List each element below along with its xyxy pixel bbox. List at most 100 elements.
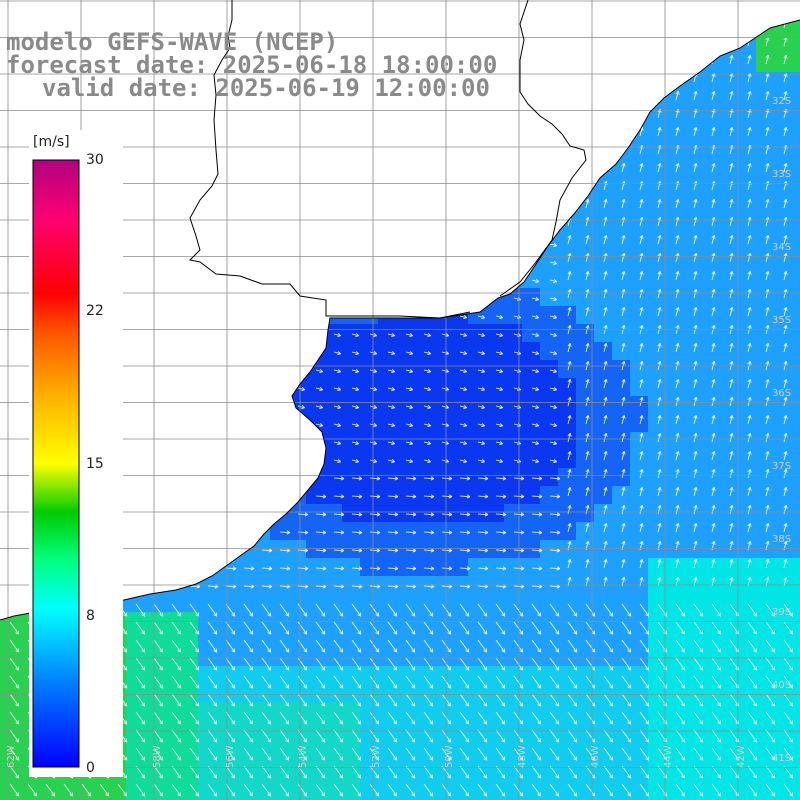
- wind-cell: [576, 666, 594, 684]
- wind-cell: [756, 738, 774, 756]
- wind-cell: [756, 612, 774, 630]
- wind-cell: [504, 414, 522, 432]
- wind-cell: [720, 630, 738, 648]
- wind-cell: [198, 630, 216, 648]
- wind-cell: [324, 612, 342, 630]
- wind-cell: [774, 468, 792, 486]
- wind-cell: [774, 306, 792, 324]
- wind-arrow: [549, 243, 558, 247]
- wind-cell: [720, 360, 738, 378]
- wind-arrow: [675, 163, 680, 173]
- wind-cell: [594, 522, 612, 540]
- wind-cell: [702, 630, 720, 648]
- wind-arrow: [621, 343, 626, 353]
- wind-cell: [648, 234, 666, 252]
- wind-cell: [630, 198, 648, 216]
- wind-cell: [522, 756, 540, 774]
- wind-cell: [288, 540, 306, 558]
- wind-arrow: [657, 163, 662, 173]
- wind-cell: [666, 612, 684, 630]
- wind-cell: [792, 450, 800, 468]
- wind-cell: [486, 774, 504, 792]
- wind-arrow: [765, 289, 770, 299]
- wind-cell: [648, 666, 666, 684]
- colorbar-tick-15: 15: [86, 456, 104, 472]
- wind-cell: [612, 594, 630, 612]
- wind-cell: [342, 540, 360, 558]
- wind-cell: [594, 684, 612, 702]
- wind-cell: [756, 180, 774, 198]
- wind-cell: [504, 558, 522, 576]
- wind-cell: [702, 540, 720, 558]
- wind-cell: [306, 504, 324, 522]
- wind-cell: [378, 360, 396, 378]
- wind-cell: [612, 486, 630, 504]
- wind-cell: [702, 126, 720, 144]
- wind-cell: [738, 90, 756, 108]
- wind-cell: [504, 792, 522, 800]
- wind-cell: [180, 630, 198, 648]
- wind-cell: [774, 162, 792, 180]
- wind-arrows: [9, 19, 794, 797]
- wind-cell: [612, 252, 630, 270]
- wind-cell: [504, 594, 522, 612]
- wind-cell: [576, 522, 594, 540]
- wind-cell: [342, 738, 360, 756]
- wind-cell: [558, 360, 576, 378]
- wind-cell: [792, 198, 800, 216]
- wind-cell: [450, 522, 468, 540]
- wind-cell: [126, 684, 144, 702]
- wind-cell: [270, 792, 288, 800]
- wind-cell: [450, 360, 468, 378]
- wind-cell: [666, 108, 684, 126]
- wind-cell: [576, 756, 594, 774]
- wind-cell: [288, 504, 306, 522]
- wind-cell: [558, 324, 576, 342]
- wind-cell: [324, 396, 342, 414]
- wind-cell: [792, 504, 800, 522]
- wind-cell: [360, 450, 378, 468]
- wind-cell: [720, 486, 738, 504]
- wind-arrow: [549, 297, 558, 301]
- wind-cell: [576, 450, 594, 468]
- wind-cell: [792, 126, 800, 144]
- wind-cell: [630, 342, 648, 360]
- wind-cell: [792, 522, 800, 540]
- wind-cell: [630, 144, 648, 162]
- wind-cell: [720, 90, 738, 108]
- wind-cell: [432, 720, 450, 738]
- wind-cell: [414, 468, 432, 486]
- wind-cell: [792, 288, 800, 306]
- wind-cell: [756, 720, 774, 738]
- wind-arrow: [639, 271, 644, 281]
- wind-cell: [648, 414, 666, 432]
- wind-cell: [540, 702, 558, 720]
- wind-cell: [414, 558, 432, 576]
- wind-cell: [450, 468, 468, 486]
- wind-cell: [486, 360, 504, 378]
- wind-cell: [396, 684, 414, 702]
- wind-cell: [612, 216, 630, 234]
- wind-cell: [0, 774, 18, 792]
- wind-cell: [342, 774, 360, 792]
- wind-cell: [720, 792, 738, 800]
- wind-cell: [576, 288, 594, 306]
- wind-cell: [414, 630, 432, 648]
- wind-cell: [792, 342, 800, 360]
- wind-cell: [252, 540, 270, 558]
- wind-cell: [558, 594, 576, 612]
- wind-cell: [666, 792, 684, 800]
- wind-arrow: [621, 307, 626, 317]
- wind-arrow: [711, 271, 716, 281]
- wind-cell: [756, 360, 774, 378]
- wind-cell: [342, 792, 360, 800]
- wind-cell: [792, 54, 800, 72]
- wind-cell: [342, 396, 360, 414]
- wind-arrow: [711, 235, 716, 245]
- wind-cell: [630, 558, 648, 576]
- wind-cell: [630, 378, 648, 396]
- wind-cell: [522, 396, 540, 414]
- wind-cell: [702, 270, 720, 288]
- wind-cell: [324, 684, 342, 702]
- wind-cell: [630, 756, 648, 774]
